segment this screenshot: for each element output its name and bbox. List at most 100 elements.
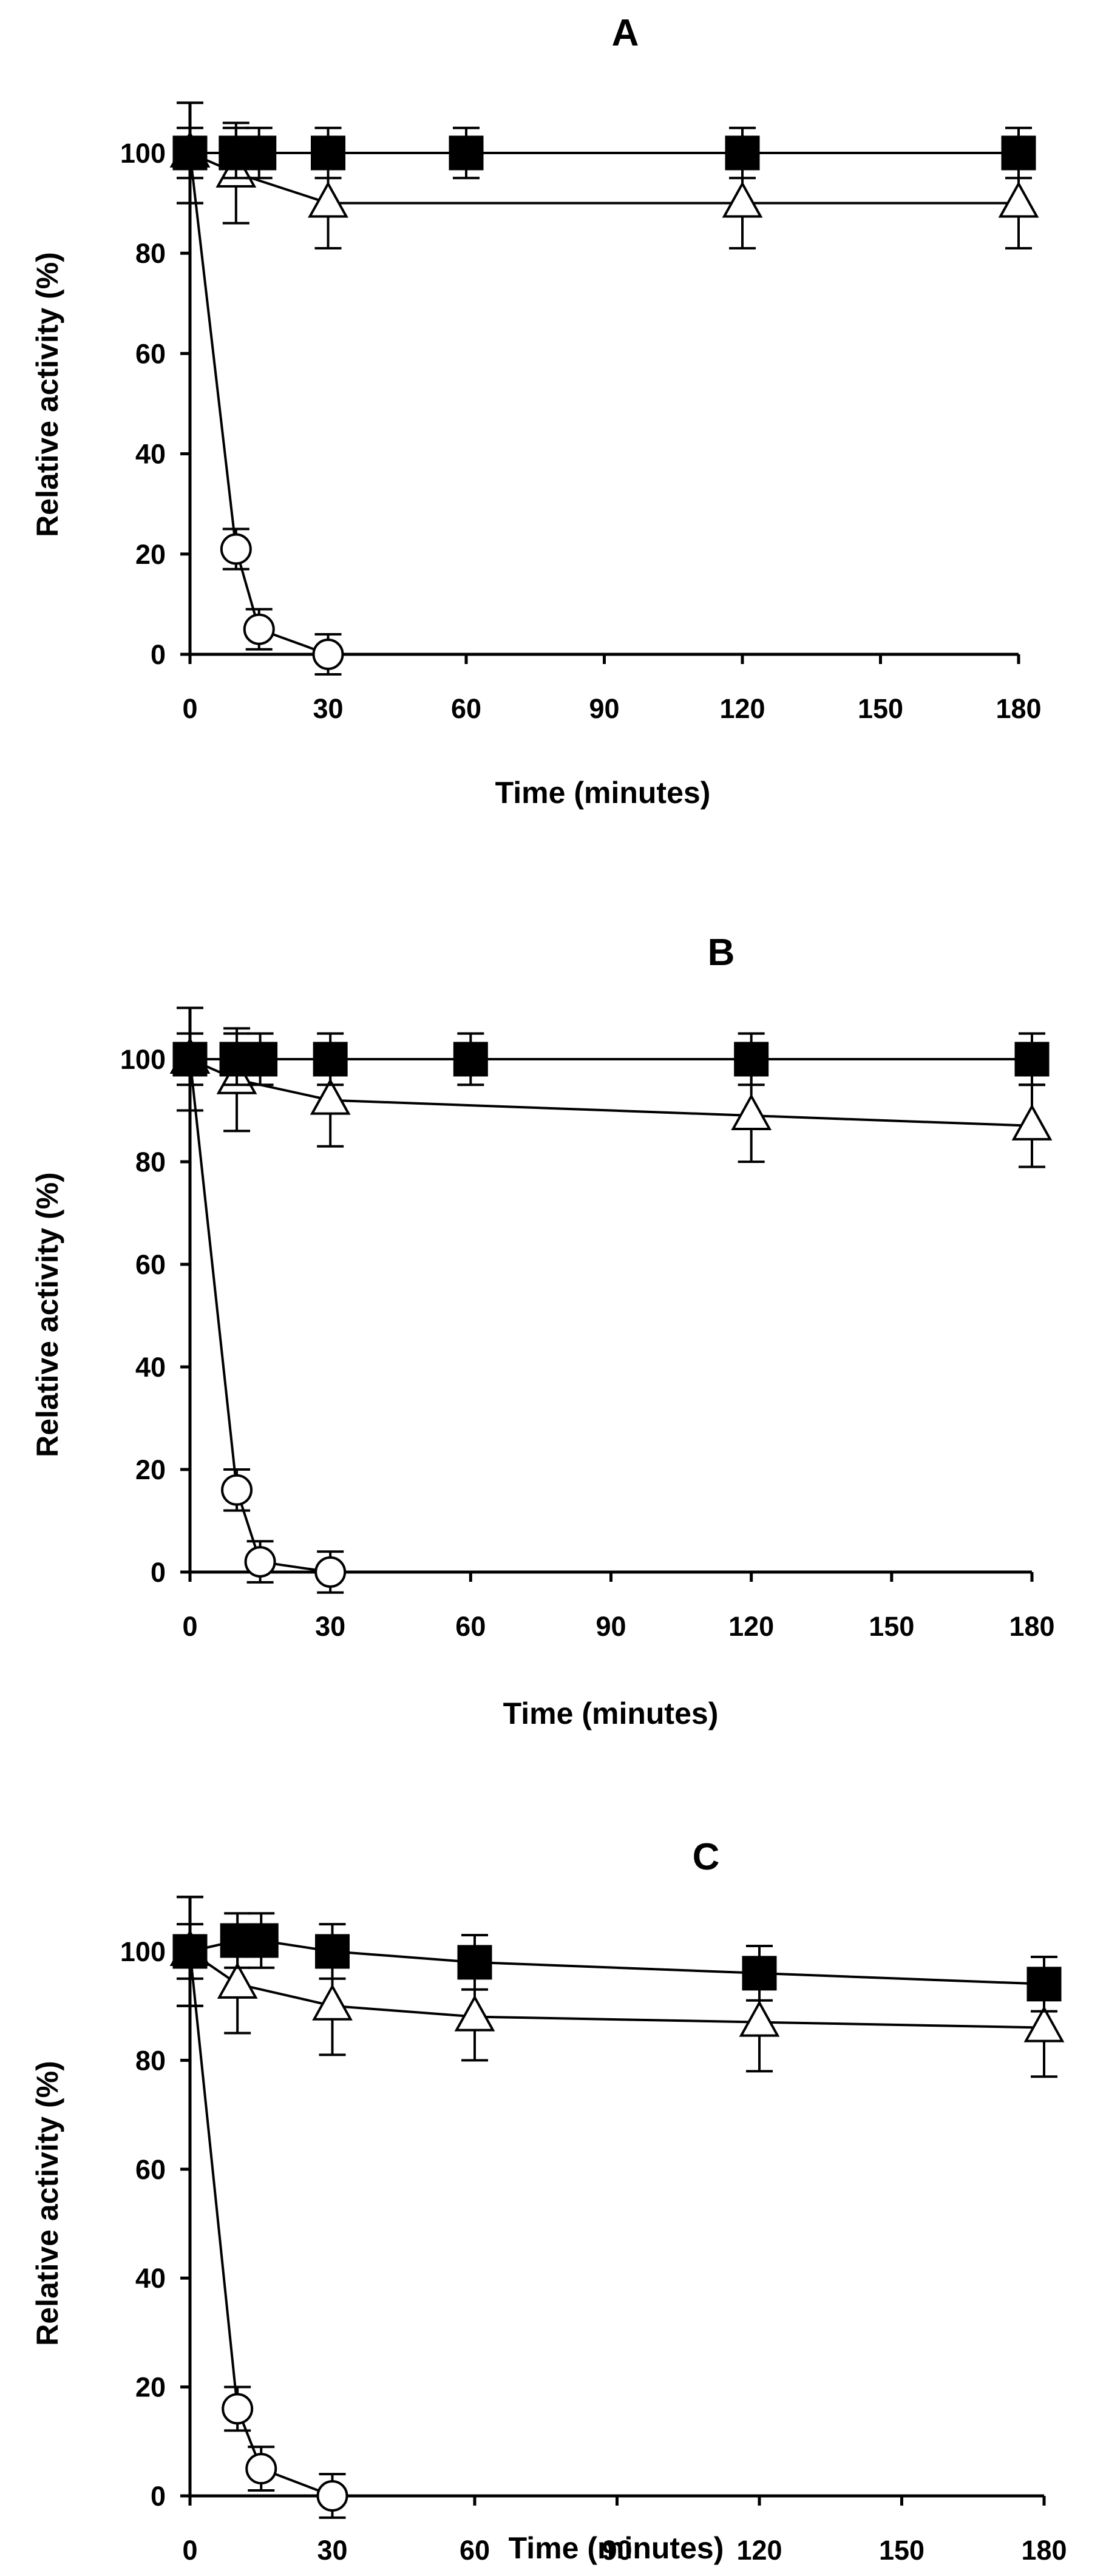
x-tick-label: 120 (728, 1611, 774, 1642)
data-point-square (453, 1042, 488, 1077)
y-tick-label: 100 (120, 1936, 166, 1967)
series-open-triangle (169, 1896, 1065, 2078)
x-tick-label: 30 (313, 693, 343, 724)
y-tick-label: 60 (135, 1249, 166, 1280)
data-point-square (725, 135, 760, 171)
data-point-square (243, 1923, 279, 1958)
panel-c: C Relative activity (%) Time (minutes) 0… (30, 1836, 1067, 2566)
data-point-square (1014, 1042, 1050, 1077)
data-point-circle (220, 533, 252, 565)
x-tick-label: 90 (589, 693, 619, 724)
panel-b: B Relative activity (%) Time (minutes) 0… (30, 932, 1055, 1730)
y-tick-label: 0 (151, 1557, 166, 1588)
x-tick-label: 150 (879, 2535, 924, 2566)
x-axis-label: Time (minutes) (503, 1696, 719, 1730)
data-point-square (172, 1042, 208, 1077)
data-point-circle (245, 2453, 277, 2485)
data-point-square (1001, 135, 1036, 171)
data-point-square (172, 1934, 208, 1969)
series-line (189, 1951, 333, 2497)
data-point-square (243, 1042, 278, 1077)
x-tick-label: 0 (182, 693, 197, 724)
series-filled-square (172, 1032, 1050, 1086)
y-axis-label: Relative activity (%) (30, 1172, 64, 1457)
x-tick-label: 60 (451, 693, 481, 724)
panel-title: A (612, 12, 639, 54)
x-tick-label: 180 (1009, 1611, 1054, 1642)
y-tick-label: 80 (135, 2045, 166, 2076)
data-point-square (742, 1956, 777, 1991)
series-line (189, 152, 329, 656)
series-filled-square (172, 1912, 1062, 2013)
panel-title: B (708, 932, 735, 974)
data-point-square (457, 1945, 492, 1980)
y-tick-label: 80 (135, 238, 166, 269)
data-point-triangle (310, 1078, 351, 1115)
data-point-triangle (998, 181, 1039, 218)
data-point-circle (314, 1556, 347, 1588)
series-open-circle (174, 1006, 347, 1594)
y-tick-label: 20 (135, 2372, 166, 2403)
x-tick-label: 180 (996, 693, 1041, 724)
y-tick-label: 40 (135, 2263, 166, 2294)
y-axis-label: Relative activity (%) (30, 2061, 64, 2346)
x-tick-label: 0 (182, 2535, 197, 2566)
data-point-square (313, 1042, 348, 1077)
y-tick-label: 0 (151, 2481, 166, 2512)
x-tick-label: 0 (182, 1611, 197, 1642)
y-tick-label: 40 (135, 1352, 166, 1383)
y-tick-label: 0 (151, 639, 166, 670)
data-point-triangle (739, 2000, 780, 2037)
y-tick-label: 20 (135, 1454, 166, 1485)
panel-a: A Relative activity (%) Time (minutes) 0… (30, 12, 1042, 810)
y-tick-label: 40 (135, 439, 166, 470)
y-tick-label: 100 (120, 138, 166, 169)
x-tick-label: 150 (869, 1611, 914, 1642)
data-point-circle (244, 1546, 276, 1578)
series-filled-square (172, 126, 1036, 180)
x-tick-label: 90 (595, 1611, 626, 1642)
y-axis-label: Relative activity (%) (30, 252, 64, 537)
x-tick-label: 30 (315, 1611, 345, 1642)
y-tick-label: 100 (120, 1044, 166, 1075)
data-point-square (1026, 1967, 1062, 2002)
series-open-circle (174, 101, 344, 676)
data-point-circle (243, 613, 275, 645)
series-open-triangle (169, 101, 1039, 249)
series-open-triangle (169, 1006, 1053, 1168)
x-tick-label: 60 (460, 2535, 490, 2566)
data-point-square (311, 135, 345, 171)
series-line (189, 1059, 331, 1573)
x-tick-label: 30 (317, 2535, 347, 2566)
y-tick-label: 60 (135, 338, 166, 369)
data-point-triangle (312, 1984, 353, 2021)
data-point-circle (316, 2480, 348, 2512)
data-point-square (172, 135, 208, 171)
data-point-triangle (1023, 2005, 1065, 2042)
x-axis-label: Time (minutes) (509, 2531, 724, 2565)
data-point-circle (222, 2393, 254, 2425)
panel-title: C (693, 1836, 720, 1878)
x-tick-label: 180 (1021, 2535, 1067, 2566)
data-point-circle (221, 1474, 253, 1506)
x-axis-label: Time (minutes) (495, 776, 711, 810)
x-tick-label: 90 (602, 2535, 632, 2566)
y-tick-label: 20 (135, 539, 166, 570)
data-point-circle (312, 639, 344, 670)
x-tick-label: 120 (719, 693, 765, 724)
y-tick-label: 80 (135, 1147, 166, 1178)
data-point-triangle (454, 1995, 495, 2032)
data-point-triangle (308, 181, 348, 218)
x-tick-label: 120 (736, 2535, 782, 2566)
data-point-square (315, 1934, 350, 1969)
data-point-square (734, 1042, 769, 1077)
data-point-square (242, 135, 277, 171)
x-tick-label: 150 (858, 693, 903, 724)
data-point-square (449, 135, 484, 171)
data-point-triangle (731, 1093, 772, 1130)
x-tick-label: 60 (455, 1611, 486, 1642)
data-point-triangle (217, 1962, 258, 1999)
data-point-triangle (1011, 1103, 1053, 1141)
data-point-triangle (722, 181, 763, 218)
y-tick-label: 60 (135, 2154, 166, 2185)
